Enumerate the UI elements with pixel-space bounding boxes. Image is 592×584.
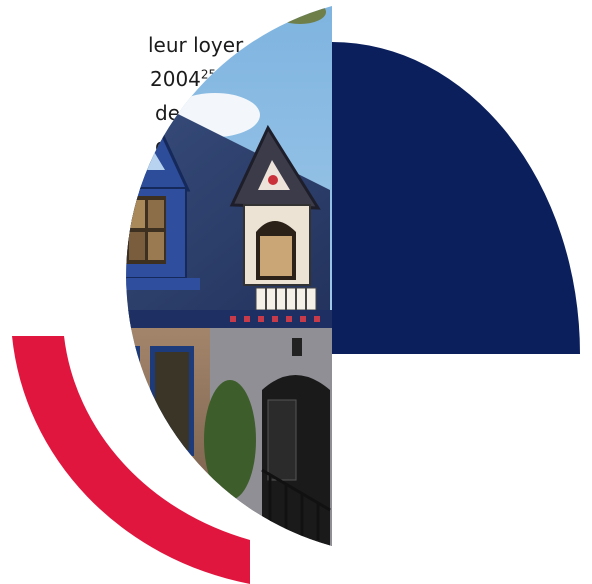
- red-arc: [12, 336, 250, 584]
- navy-quarter-circle: [332, 42, 580, 354]
- paragraph-line-1: leur loyer: [148, 33, 244, 57]
